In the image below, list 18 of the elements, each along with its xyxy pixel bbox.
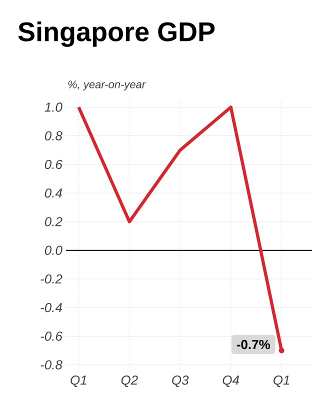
y-axis-title: %, year-on-year bbox=[68, 80, 146, 90]
y-tick-label: 0.6 bbox=[44, 160, 62, 170]
x-tick-label: Q3 bbox=[172, 376, 189, 388]
y-tick-label: 0.4 bbox=[44, 188, 62, 198]
x-tick-label: Q4 bbox=[222, 376, 240, 388]
y-tick-label: 0.0 bbox=[44, 246, 62, 255]
x-tick-label: Q2 bbox=[121, 376, 138, 388]
y-tick-label: -0.4 bbox=[40, 302, 62, 312]
y-tick-label: 0.2 bbox=[44, 217, 62, 226]
y-tick-label: 0.8 bbox=[44, 131, 62, 140]
x-tick-label: Q1 bbox=[70, 376, 86, 388]
y-tick-label: -0.6 bbox=[40, 332, 62, 341]
y-tick-label: -0.2 bbox=[40, 274, 62, 284]
y-tick-label: 1.0 bbox=[44, 102, 62, 112]
data-label: -0.7% bbox=[236, 340, 270, 350]
y-tick-label: -0.8 bbox=[40, 360, 62, 370]
chart-title: Singapore GDP bbox=[18, 22, 215, 47]
x-tick-label: Q1 bbox=[274, 376, 290, 388]
